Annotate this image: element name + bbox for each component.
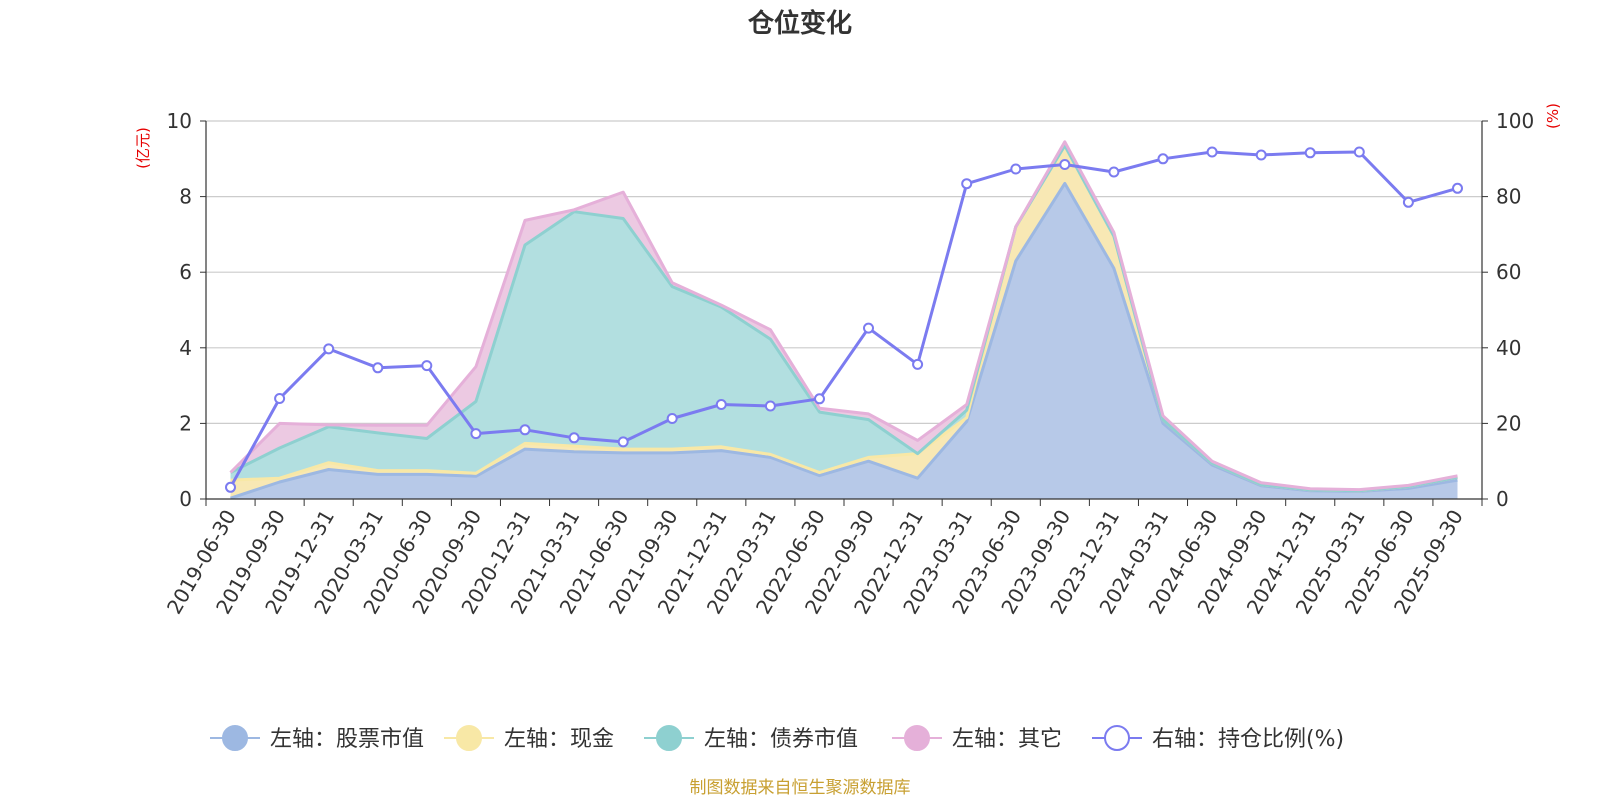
ratio-point: [1402, 196, 1414, 208]
ratio-point: [1452, 182, 1463, 194]
right-axis-unit: (%): [1544, 103, 1562, 129]
right-tick-label: 20: [1496, 411, 1521, 435]
left-tick-label: 6: [179, 260, 192, 284]
left-tick-label: 0: [179, 487, 192, 511]
legend-item-2[interactable]: 左轴：现金: [444, 725, 614, 752]
stacked-areas: [229, 140, 1458, 500]
ratio-point: [1010, 163, 1022, 175]
ratio-point: [715, 399, 727, 410]
ratio-point: [323, 343, 335, 355]
legend-label: 左轴：债券市值: [704, 727, 858, 752]
ratio-point: [617, 436, 629, 448]
right-tick-label: 100: [1496, 109, 1534, 133]
right-tick-label: 60: [1496, 260, 1521, 284]
legend-label: 左轴：其它: [952, 727, 1062, 752]
legend-label: 左轴：股票市值: [270, 727, 424, 752]
left-tick-label: 10: [167, 109, 192, 133]
area-edge-4: [229, 140, 1458, 492]
ratio-point: [1353, 146, 1365, 158]
ratio-point: [421, 360, 433, 372]
legend-symbol: [656, 725, 682, 751]
legend-symbol: [222, 725, 248, 751]
left-tick-label: 2: [179, 411, 192, 435]
ratio-point: [961, 178, 973, 190]
legend-symbol: [456, 725, 482, 751]
legend-symbol: [904, 725, 930, 751]
ratio-line-path: [229, 150, 1458, 489]
ratio-point: [470, 428, 482, 440]
ratio-point: [1255, 149, 1267, 161]
legend-item-1[interactable]: 左轴：股票市值: [210, 725, 424, 752]
left-axis-unit: (亿元): [134, 127, 152, 169]
legend-item-3[interactable]: 左轴：债券市值: [644, 725, 858, 752]
legend[interactable]: 左轴：股票市值 左轴：现金 左轴：债券市值 左轴：其它 右轴：持仓比例(%): [210, 725, 1344, 752]
ratio-point: [764, 400, 776, 412]
left-tick-label: 4: [179, 336, 192, 360]
chart-title: 仓位变化: [747, 8, 852, 39]
area-1: [230, 183, 1458, 499]
ratio-point: [912, 358, 924, 370]
ratio-point: [1059, 159, 1071, 170]
right-tick-label: 80: [1496, 185, 1521, 209]
ratio-point: [519, 424, 531, 436]
ratio-point: [274, 393, 286, 404]
ratio-line: [225, 146, 1463, 493]
ratio-point: [666, 413, 678, 424]
ratio-point: [1206, 146, 1218, 158]
ratio-point: [568, 432, 580, 444]
ratio-point: [1108, 166, 1120, 178]
left-tick-label: 8: [179, 185, 192, 209]
ratio-point: [1157, 153, 1169, 165]
ratio-point: [1304, 147, 1316, 159]
right-tick-label: 0: [1496, 487, 1509, 511]
legend-item-5[interactable]: 右轴：持仓比例(%): [1092, 725, 1344, 752]
area-4: [230, 141, 1458, 491]
ratio-point: [225, 481, 236, 493]
right-tick-label: 40: [1496, 336, 1521, 360]
ratio-point: [372, 362, 384, 374]
area-3: [230, 145, 1458, 491]
ratio-point: [863, 322, 874, 334]
legend-symbol: [1104, 725, 1130, 751]
ratio-point: [814, 393, 825, 405]
legend-label: 右轴：持仓比例(%): [1152, 727, 1344, 752]
legend-item-4[interactable]: 左轴：其它: [892, 725, 1062, 752]
area-edge-3: [229, 144, 1458, 493]
legend-label: 左轴：现金: [504, 727, 614, 752]
source-note: 制图数据来自恒生聚源数据库: [690, 778, 911, 798]
gridlines: [206, 120, 1482, 424]
